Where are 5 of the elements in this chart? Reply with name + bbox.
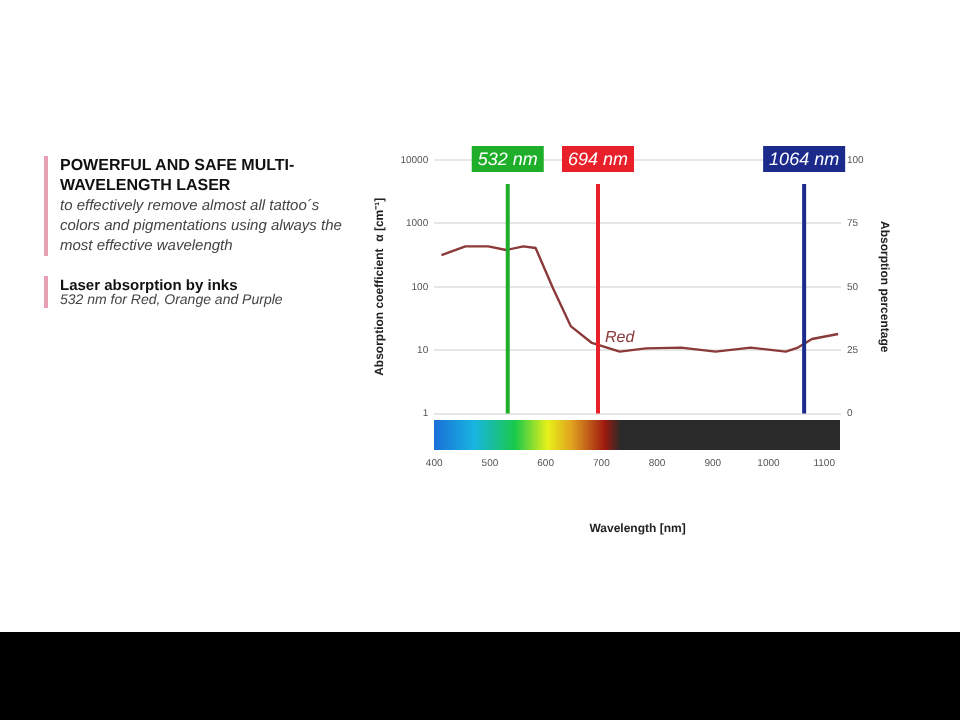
ref-line-label: 694 nm (567, 149, 630, 169)
text: POWERFUL AND SAFE MULTI-WAVELENGTH LASER (60, 156, 297, 196)
ref-line-label: 532 nm (477, 149, 539, 169)
ref-line-label: 1064 nm (769, 149, 841, 169)
series-label: Red (605, 328, 636, 347)
